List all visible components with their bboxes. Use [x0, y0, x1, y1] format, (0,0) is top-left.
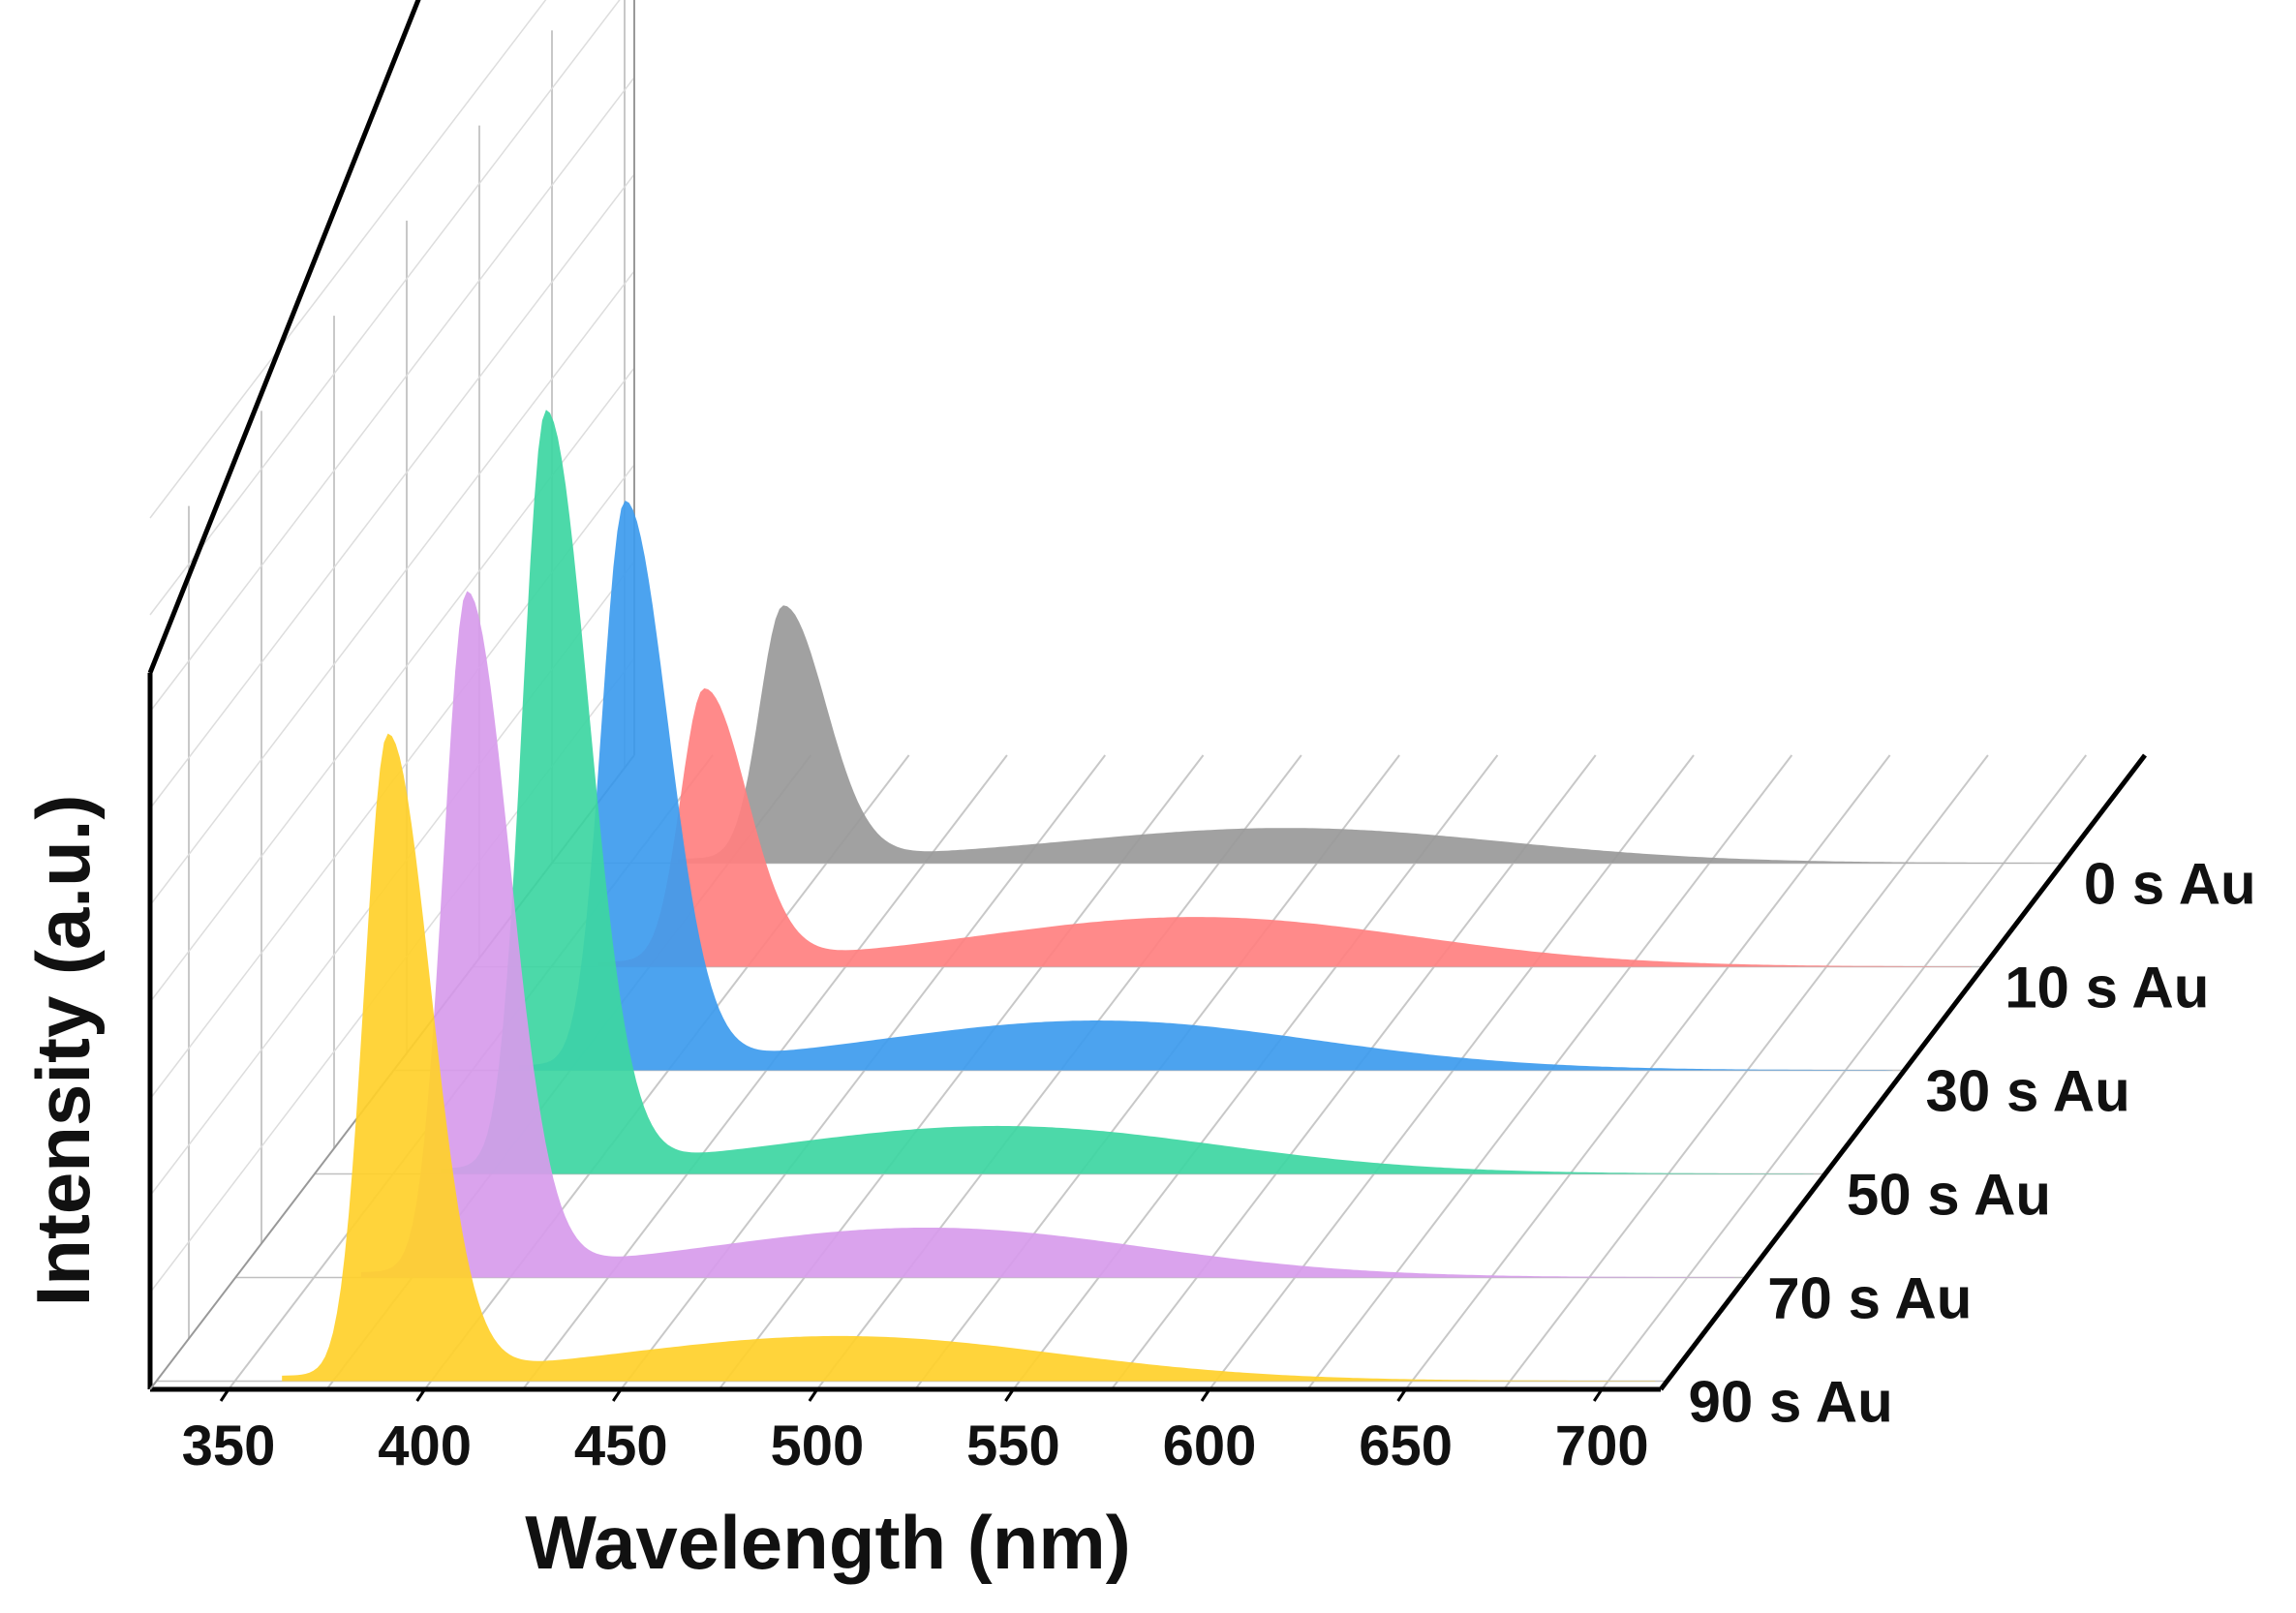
wall-hatch-line — [149, 270, 635, 906]
wall-hatch-line — [149, 0, 547, 519]
x-tick-label: 600 — [1163, 1415, 1257, 1477]
wall-hatch-line — [149, 76, 635, 713]
x-tick-label: 400 — [378, 1415, 472, 1477]
series-label: 70 s Au — [1767, 1265, 1972, 1330]
wall-hatch-line — [149, 173, 635, 809]
x-tick-mark — [1200, 1388, 1211, 1402]
x-tick-mark — [1004, 1388, 1015, 1402]
axis-frame — [147, 0, 2147, 1392]
floor-grid-line — [1601, 754, 2088, 1390]
x-tick-mark — [1592, 1388, 1604, 1402]
depth-axis-line — [1659, 753, 2147, 1391]
x-tick-label: 450 — [574, 1415, 668, 1477]
x-tick-mark — [808, 1388, 819, 1402]
series-label: 30 s Au — [1926, 1058, 2130, 1123]
y-axis-title: Intensity (a.u.) — [20, 795, 106, 1307]
series-label: 90 s Au — [1689, 1369, 1893, 1434]
series-label: 10 s Au — [2005, 956, 2209, 1020]
wall-top-edge — [147, 0, 421, 674]
x-tick-mark — [415, 1388, 426, 1402]
series-label: 50 s Au — [1847, 1162, 2051, 1227]
wall-hatch-line — [149, 0, 621, 616]
x-tick-label: 650 — [1359, 1415, 1453, 1477]
x-tick-label: 550 — [966, 1415, 1060, 1477]
series-layer — [282, 410, 2051, 1382]
series-area-10-s-au — [597, 687, 1973, 967]
x-tick-mark — [1396, 1388, 1407, 1402]
x-tick-label: 500 — [770, 1415, 864, 1477]
x-tick-labels: 350 400 450 500 550 600 650 700 — [182, 1388, 1649, 1477]
x-tick-label: 350 — [182, 1415, 276, 1477]
x-tick-mark — [219, 1388, 230, 1402]
x-axis-title: Wavelength (nm) — [525, 1500, 1130, 1585]
series-area-0-s-au — [677, 605, 2051, 864]
series-label: 0 s Au — [2084, 852, 2256, 917]
series-area-30-s-au — [519, 501, 1893, 1071]
series-area-70-s-au — [360, 591, 1735, 1278]
x-tick-mark — [611, 1388, 623, 1402]
x-tick-label: 700 — [1555, 1415, 1649, 1477]
floor-grid-line — [1503, 754, 1989, 1390]
series-labels: 0 s Au 10 s Au 30 s Au 50 s Au 70 s Au 90 s A… — [1689, 852, 2256, 1435]
series-area-90-s-au — [282, 733, 1656, 1382]
series-area-50-s-au — [440, 410, 1814, 1174]
